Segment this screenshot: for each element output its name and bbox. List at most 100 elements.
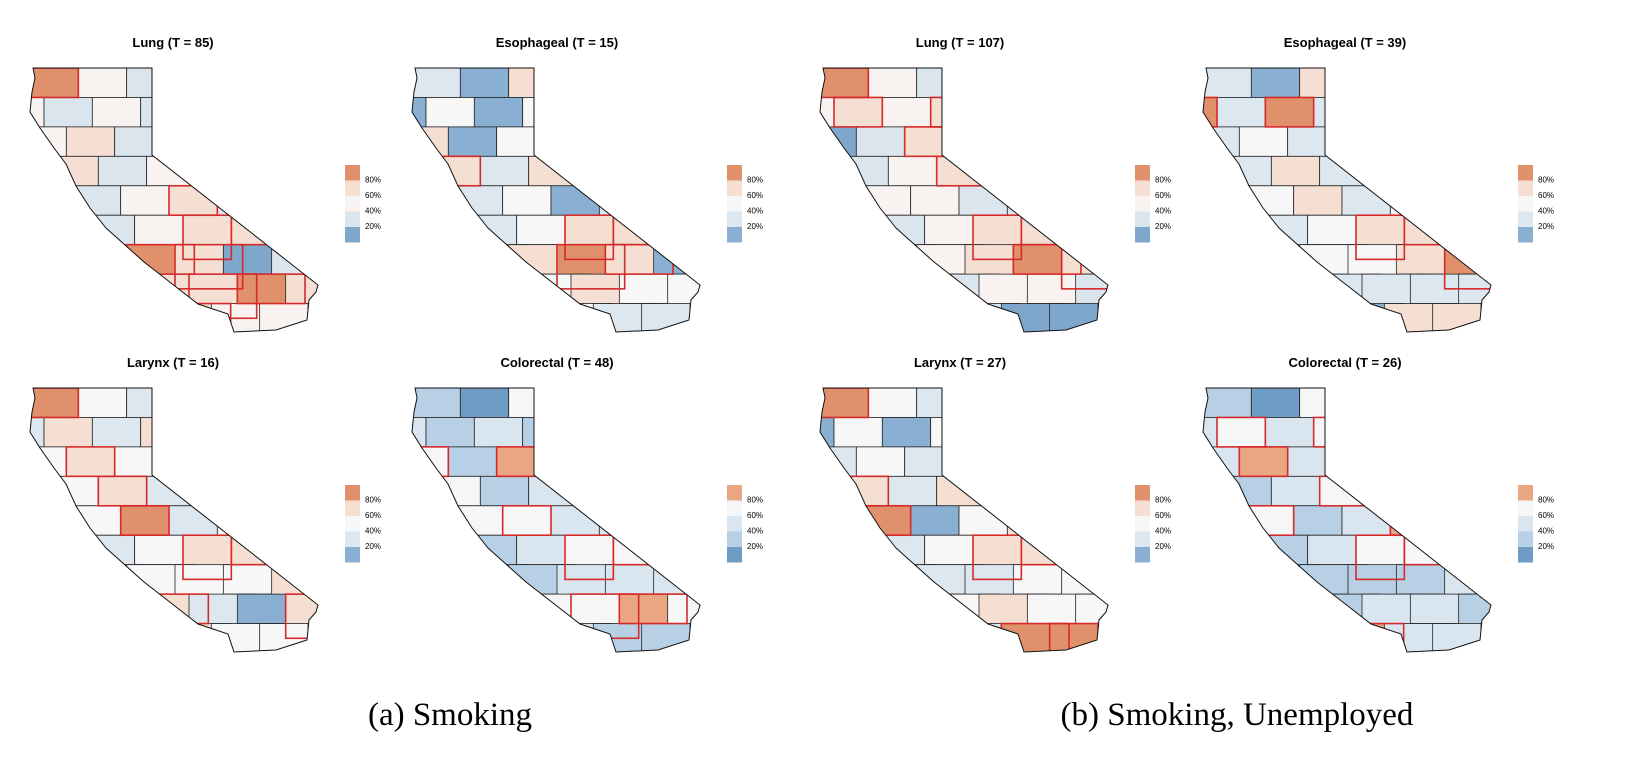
county <box>1264 593 1334 639</box>
county <box>140 417 190 448</box>
legend-swatch <box>345 165 360 181</box>
county <box>479 475 530 507</box>
county <box>114 623 183 652</box>
county <box>30 564 99 595</box>
county <box>30 68 79 98</box>
county <box>1287 303 1356 332</box>
panel-title: Lung (T = 85) <box>132 35 213 50</box>
county <box>1203 564 1272 595</box>
legend-swatch <box>1518 227 1533 243</box>
county <box>887 475 938 507</box>
county <box>598 185 649 216</box>
county <box>556 388 606 418</box>
county <box>641 126 691 157</box>
county <box>1124 97 1172 126</box>
county <box>1293 505 1343 536</box>
county <box>875 214 926 260</box>
county <box>1238 446 1289 477</box>
county <box>820 244 840 290</box>
county <box>412 388 413 418</box>
county <box>1409 97 1460 128</box>
county <box>624 475 675 507</box>
county <box>447 446 498 477</box>
county <box>285 97 318 128</box>
county <box>820 534 829 580</box>
county <box>716 97 764 126</box>
county <box>1493 245 1561 274</box>
county <box>496 446 546 477</box>
county <box>1203 593 1237 639</box>
county <box>146 475 196 507</box>
county-highlight <box>1335 126 1386 158</box>
county-highlight <box>666 416 700 448</box>
county <box>760 447 808 476</box>
county <box>37 534 87 566</box>
map <box>29 67 319 333</box>
legend-swatch <box>727 547 742 563</box>
county-highlight <box>1238 622 1308 652</box>
county <box>1075 97 1108 128</box>
county <box>1124 594 1192 623</box>
county <box>820 388 869 418</box>
county <box>827 534 877 566</box>
county <box>964 388 1014 418</box>
legend-label: 60% <box>1155 191 1171 200</box>
county <box>820 155 841 187</box>
county-highlight <box>284 96 318 128</box>
county-highlight <box>30 68 80 99</box>
county <box>222 68 273 98</box>
county <box>936 155 986 187</box>
county <box>222 388 273 418</box>
county <box>1361 417 1411 448</box>
county <box>259 303 318 332</box>
county <box>30 564 50 610</box>
county <box>1020 214 1071 246</box>
county-highlight <box>284 593 318 640</box>
county-highlight <box>576 475 627 507</box>
county <box>0 506 24 535</box>
county <box>447 303 517 332</box>
county <box>1389 185 1440 216</box>
county <box>1507 594 1575 623</box>
county <box>412 303 420 332</box>
county <box>1049 623 1108 652</box>
county <box>271 68 318 98</box>
county <box>570 417 620 448</box>
county <box>30 417 45 448</box>
county-highlight <box>760 447 808 476</box>
county <box>307 446 318 477</box>
county <box>91 273 161 319</box>
county <box>1020 534 1071 566</box>
county-highlight <box>258 126 309 158</box>
county <box>174 68 224 98</box>
legend-label: 60% <box>1538 191 1554 200</box>
state-outline <box>29 387 319 653</box>
county <box>412 68 461 98</box>
legend-label: 40% <box>365 527 381 536</box>
county <box>592 446 643 477</box>
county <box>1203 273 1237 319</box>
county <box>412 475 433 507</box>
county <box>459 388 510 418</box>
county-highlight <box>412 302 469 332</box>
panel-title: Larynx (T = 16) <box>127 355 219 370</box>
county <box>673 475 700 507</box>
legend-label: 20% <box>1155 542 1171 551</box>
county <box>259 446 309 477</box>
county <box>291 475 318 507</box>
county <box>194 475 244 507</box>
county <box>1124 417 1172 446</box>
county <box>0 447 18 476</box>
county <box>1210 534 1260 566</box>
county <box>1203 564 1223 610</box>
county <box>65 446 116 477</box>
county <box>1432 126 1482 157</box>
county <box>97 155 148 187</box>
county <box>126 388 176 418</box>
county <box>1367 475 1417 507</box>
county <box>1097 623 1108 652</box>
county <box>271 388 318 418</box>
county <box>162 126 212 157</box>
county-highlight <box>174 388 225 419</box>
county <box>1480 303 1491 332</box>
